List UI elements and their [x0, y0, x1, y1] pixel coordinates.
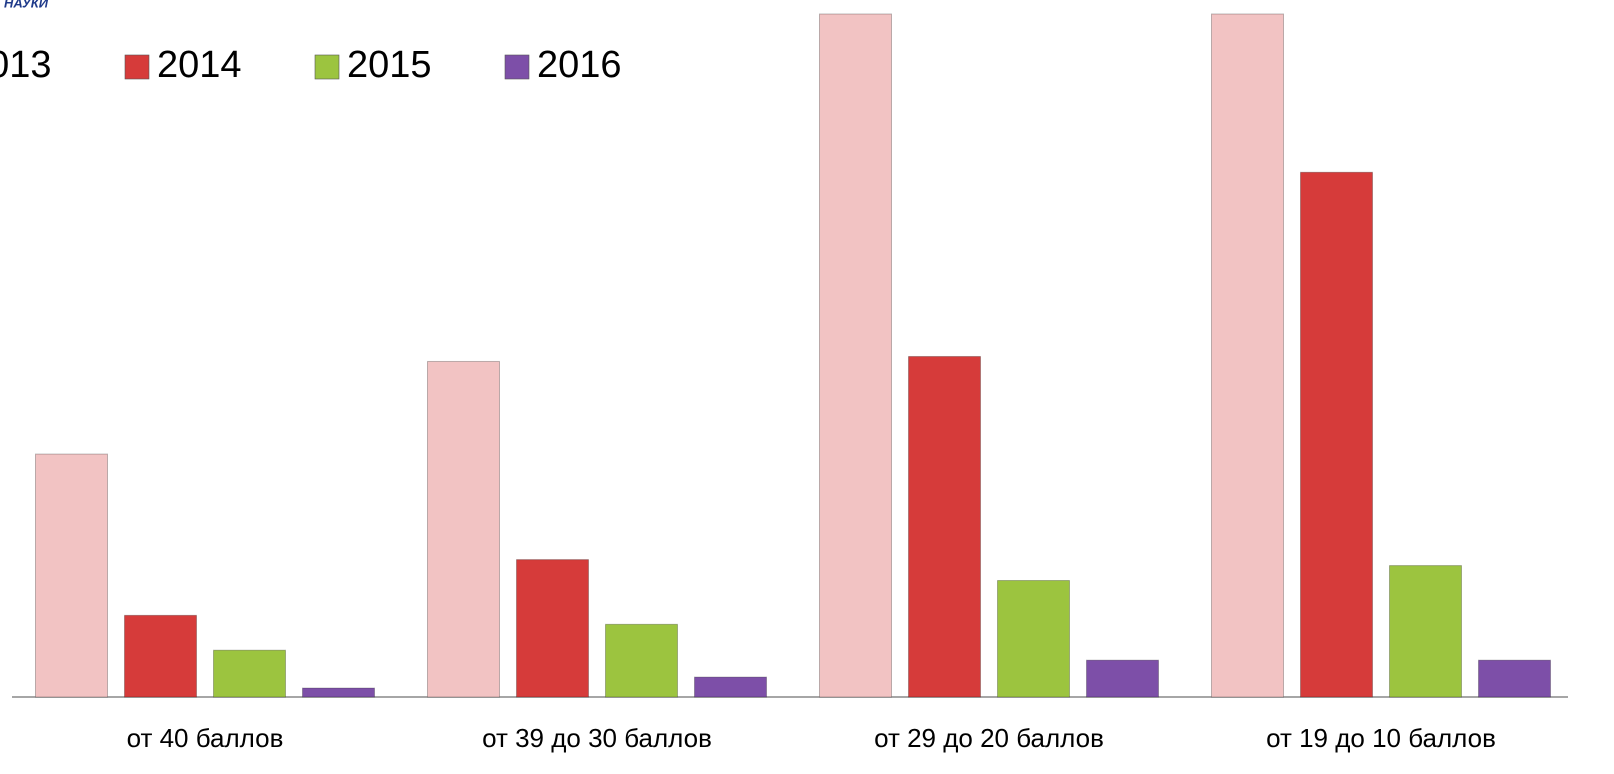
legend-swatch: [315, 55, 339, 79]
bar: [1212, 14, 1284, 697]
bar: [428, 361, 500, 697]
bar: [36, 454, 108, 697]
bar: [695, 677, 767, 697]
legend-swatch: [505, 55, 529, 79]
logo-text: НАУКИ: [4, 0, 49, 10]
legend-label: 2014: [157, 44, 242, 86]
bar: [909, 356, 981, 697]
x-tick-label: от 40 баллов: [127, 723, 284, 753]
bar: [517, 560, 589, 697]
x-tick-label: от 29 до 20 баллов: [874, 723, 1104, 753]
bar: [1301, 172, 1373, 697]
bar: [998, 581, 1070, 697]
bar: [125, 615, 197, 697]
bar: [303, 688, 375, 697]
bar: [1390, 566, 1462, 697]
bar: [820, 14, 892, 697]
legend-label: 2015: [347, 44, 432, 86]
x-tick-label: от 19 до 10 баллов: [1266, 723, 1496, 753]
legend-swatch: [125, 55, 149, 79]
bar: [606, 624, 678, 697]
page: НАУКИ 2013 2014 2015 2016 от 40 баллов от 39 …: [0, 0, 1614, 774]
bar: [1479, 660, 1551, 697]
x-tick-label: от 39 до 30 баллов: [482, 723, 712, 753]
bar: [214, 650, 286, 697]
chart: НАУКИ 2013 2014 2015 2016 от 40 баллов от 39 …: [0, 0, 1614, 774]
legend-label: 2016: [537, 44, 622, 86]
bar: [1087, 660, 1159, 697]
legend-label: 2013: [0, 44, 52, 86]
